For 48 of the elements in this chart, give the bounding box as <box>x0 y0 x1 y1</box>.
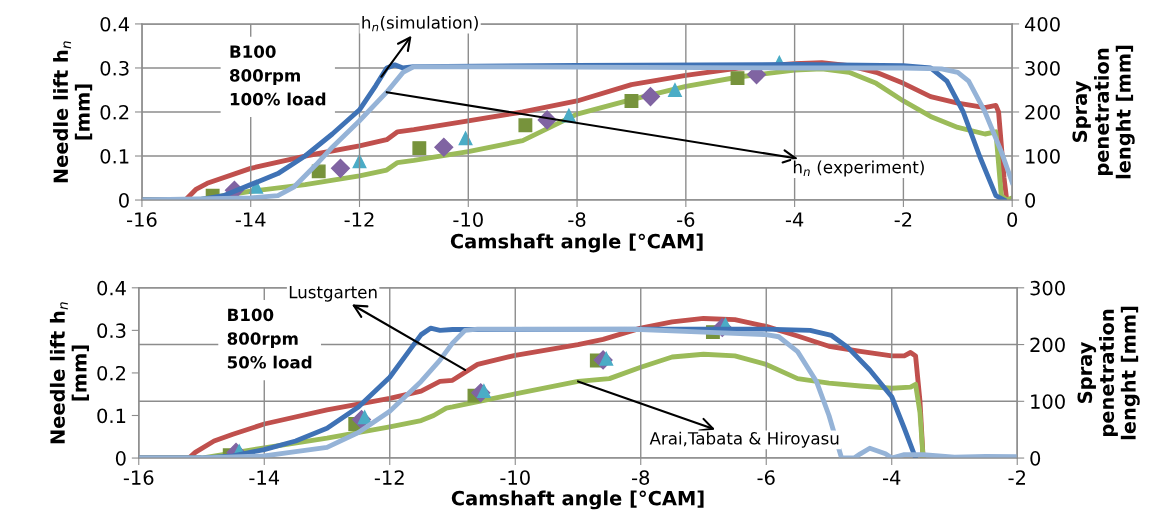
x-tick-label: -8 <box>632 470 650 485</box>
y2-tick-label: 300 <box>1030 280 1065 296</box>
annotation: B100 800rpm 50% load <box>227 308 312 369</box>
x-tick-label: -2 <box>1008 470 1025 485</box>
annotation: Lustgarten <box>289 286 377 302</box>
x-tick-label: -16 <box>127 212 157 227</box>
y2-tick-label: 0 <box>1025 192 1036 208</box>
y2-axis-title: Spray penetration lenght [mm] <box>1072 45 1135 179</box>
annotation: h$_{n}$ (experiment) <box>793 160 924 177</box>
x-tick-label: -2 <box>894 212 912 227</box>
y2-tick-label: 300 <box>1025 60 1060 76</box>
x-axis-title: Camshaft angle [°CAM] <box>451 490 704 510</box>
x-tick-label: -12 <box>344 212 374 227</box>
x-tick-label: -16 <box>123 470 154 485</box>
x-tick-label: -10 <box>500 470 530 485</box>
x-tick-label: -6 <box>677 212 695 227</box>
y2-tick-label: 200 <box>1025 104 1060 120</box>
y-tick-label: 0.3 <box>97 323 126 339</box>
x-tick-label: -4 <box>785 212 804 227</box>
y-tick-label: 0.2 <box>100 104 129 120</box>
x-tick-label: -10 <box>453 212 483 227</box>
y2-tick-label: 400 <box>1024 16 1060 32</box>
y2-tick-label: 100 <box>1031 394 1065 409</box>
x-tick-label: -6 <box>757 470 775 485</box>
y-tick-label: 0.4 <box>100 16 130 32</box>
text: Needle lift h$_{n}$ [mm] <box>53 41 93 183</box>
x-tick-label: -14 <box>235 212 266 227</box>
y-tick-label: 0.3 <box>100 60 129 76</box>
y2-tick-label: 0 <box>1030 451 1041 466</box>
x-tick-label: -8 <box>568 212 586 227</box>
y-tick-label: 0.1 <box>97 408 126 424</box>
annotation: B100 800rpm 100% load <box>229 45 326 106</box>
x-axis-title: Camshaft angle [°CAM] <box>450 233 703 253</box>
x-tick-label: -14 <box>249 470 280 485</box>
annotation: Arai,Tabata & Hiroyasu <box>649 431 839 448</box>
y2-axis-title: Spray penetration lenght [mm] <box>1077 306 1140 440</box>
annotation: h$_{n}$(simulation) <box>362 15 478 32</box>
y-tick-label: 0 <box>115 451 126 466</box>
y2-tick-label: 100 <box>1026 148 1060 164</box>
x-tick-label: -12 <box>374 470 404 485</box>
x-tick-label: -4 <box>883 470 901 485</box>
y-tick-label: 0.2 <box>97 365 126 381</box>
y2-tick-label: 200 <box>1030 337 1065 353</box>
y-tick-label: 0 <box>119 192 129 208</box>
y-tick-label: 0.1 <box>100 148 129 164</box>
y-tick-label: 0.4 <box>97 280 126 296</box>
text: Needle lift h$_{n}$ [mm] <box>49 302 89 444</box>
x-tick-label: 0 <box>1007 212 1018 227</box>
